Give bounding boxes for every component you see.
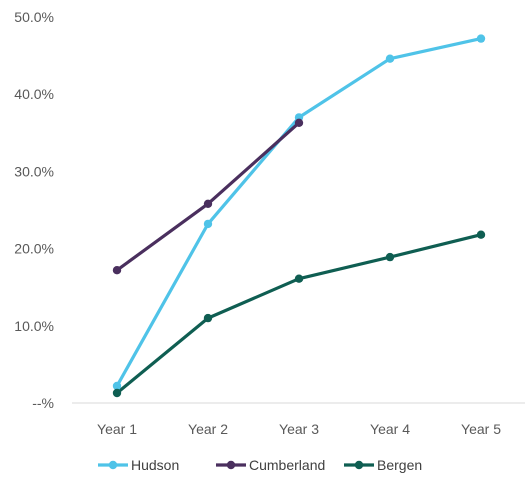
y-tick-label: 30.0% <box>14 163 54 179</box>
legend-swatch-marker <box>226 460 236 470</box>
legend-item-hudson: Hudson <box>98 457 179 473</box>
x-tick-label: Year 4 <box>370 421 410 437</box>
data-point-hudson <box>476 34 486 43</box>
y-tick-label: --% <box>32 395 54 411</box>
x-tick-label: Year 1 <box>97 421 137 437</box>
x-tick-label: Year 2 <box>188 421 228 437</box>
series-lines <box>115 36 483 395</box>
y-tick-label: 20.0% <box>14 241 54 257</box>
series-points <box>112 34 486 398</box>
data-point-hudson <box>385 54 395 63</box>
data-point-cumberland <box>294 118 304 128</box>
series-line-bergen <box>115 233 483 395</box>
data-point-bergen <box>112 388 122 398</box>
series-line-cumberland <box>115 121 301 272</box>
data-point-hudson <box>203 219 213 229</box>
y-tick-label: 50.0% <box>14 9 54 25</box>
series-line-hudson <box>115 36 483 388</box>
y-axis-tick-labels: --% 10.0% 20.0% 30.0% 40.0% 50.0% <box>14 9 54 411</box>
data-point-cumberland <box>112 266 122 275</box>
y-tick-label: 10.0% <box>14 318 54 334</box>
data-point-bergen <box>203 313 213 323</box>
legend-label: Hudson <box>131 457 179 473</box>
y-tick-label: 40.0% <box>14 86 54 102</box>
legend-item-cumberland: Cumberland <box>216 457 325 473</box>
legend-swatch-marker <box>108 460 118 470</box>
data-point-bergen <box>294 274 304 283</box>
x-axis-tick-labels: Year 1 Year 2 Year 3 Year 4 Year 5 <box>97 421 501 437</box>
x-tick-label: Year 3 <box>279 421 319 437</box>
legend-label: Bergen <box>377 457 422 473</box>
data-point-bergen <box>385 252 395 262</box>
legend-item-bergen: Bergen <box>344 457 422 473</box>
legend-label: Cumberland <box>249 457 325 473</box>
data-point-cumberland <box>203 199 213 208</box>
data-point-bergen <box>476 230 486 239</box>
data-point-hudson <box>112 381 122 391</box>
x-tick-label: Year 5 <box>461 421 501 437</box>
legend: Hudson Cumberland Bergen <box>98 457 422 473</box>
legend-swatch-marker <box>354 460 364 470</box>
